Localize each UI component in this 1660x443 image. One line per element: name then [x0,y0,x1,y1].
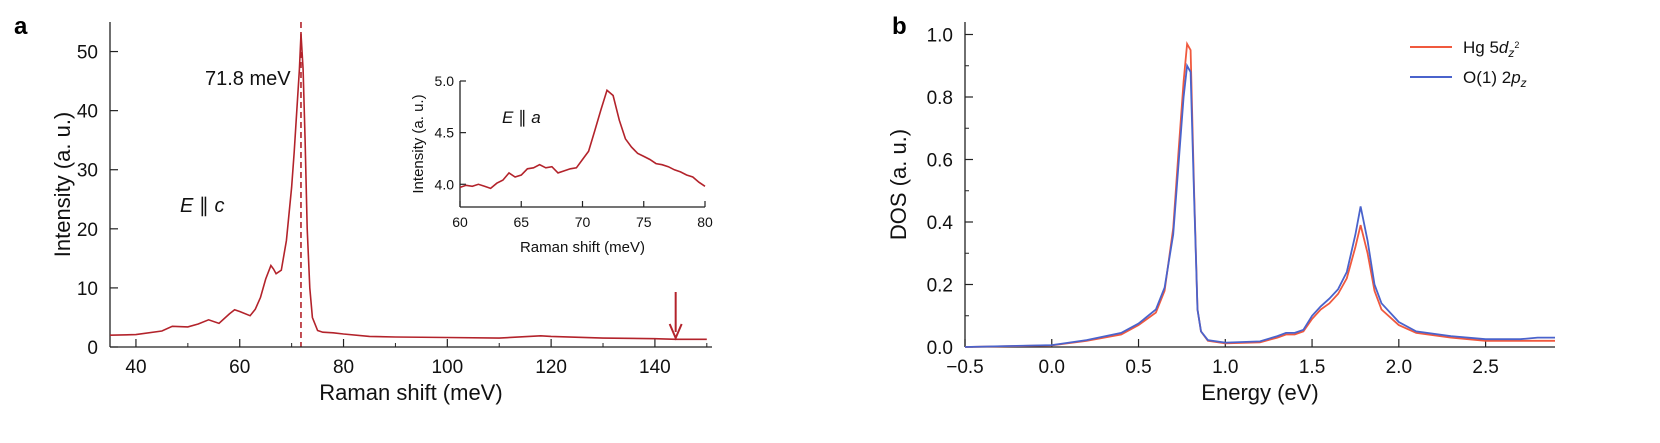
chart-a: 40 60 80 100 120 140 0 10 20 30 40 50 71.8 meV E ∥ … [50,22,712,405]
pol-c-e: E [180,195,194,217]
chart-a-xtick-label: 100 [431,357,463,378]
chart-b-xtick-label: 2.5 [1472,357,1498,378]
chart-a-xlabel: Raman shift (meV) [319,380,502,405]
arrow-head [668,323,683,341]
chart-a-xtick-label: 140 [639,357,671,378]
polarization-annotation-c: E ∥ c [180,195,224,217]
chart-b-xtick-label: 0.5 [1125,357,1151,378]
chart-a-ytick-label: 30 [77,161,98,182]
legend-o-d: p [1510,68,1520,87]
pol-c-sym: ∥ [193,195,214,217]
legend-o-sub: z [1520,76,1527,90]
inset-ylabel: Intensity (a. u.) [410,94,427,193]
chart-b-xtick-label: 1.0 [1212,357,1238,378]
series-line-e-parallel-a [459,88,706,190]
series-line-o1-2pz [964,62,1555,348]
chart-b-ytick-label: 0.8 [927,88,953,109]
chart-b: −0.5 0.0 0.5 1.0 1.5 2.0 2.50.00.20.40.60.81.0… [886,22,1555,405]
arrow-marker [668,292,683,341]
chart-a-ytick-label: 10 [77,279,98,300]
inset-xlabel: Raman shift (meV) [520,239,645,256]
legend: Hg 5dz2 O(1) 2pz [1410,38,1527,90]
inset-xtick-label: 80 [697,214,713,230]
chart-a-ylabel: Intensity (a. u.) [50,112,75,258]
chart-a-axes: 40 60 80 100 120 140 0 10 20 30 40 50 [77,22,712,378]
legend-label-hg: Hg 5dz2 [1463,38,1519,60]
legend-hg-base: Hg 5 [1463,38,1499,57]
pol-a-sym: ∥ [513,108,531,127]
chart-a-inset: 60 65 70 75 80 4.0 4.5 5.0 E ∥ a Intensity (a. … [410,73,713,256]
chart-b-axes: −0.5 0.0 0.5 1.0 1.5 2.0 2.50.00.20.40.60.81.0 [927,22,1555,378]
pol-a-axis: a [531,108,540,127]
inset-xtick-label: 65 [513,214,529,230]
pol-c-axis: c [214,195,224,217]
panel-b-label: b [892,13,907,40]
inset-xtick-label: 70 [575,214,591,230]
legend-hg-d: d [1499,38,1509,57]
legend-label-o: O(1) 2pz [1463,68,1527,90]
panel-a-label: a [14,13,28,40]
legend-hg-sup: 2 [1514,40,1519,50]
chart-a-ytick-label: 0 [87,338,98,359]
series-line-hg-5dz2 [964,40,1555,348]
chart-b-xtick-label: −0.5 [946,357,984,378]
chart-a-xtick-label: 120 [535,357,567,378]
polarization-annotation-a: E ∥ a [502,108,541,127]
inset-ytick-label: 4.5 [435,125,455,141]
chart-b-ylabel: DOS (a. u.) [886,129,911,240]
chart-a-xtick-label: 80 [333,357,354,378]
chart-b-ytick-label: 0.2 [927,276,953,297]
chart-b-xtick-label: 1.5 [1299,357,1325,378]
chart-a-xtick-label: 60 [229,357,250,378]
inset-xtick-label: 60 [452,214,468,230]
inset-ytick-label: 4.0 [435,176,455,192]
chart-b-xtick-label: 0.0 [1039,357,1065,378]
series-line-e-parallel-c [109,33,707,341]
chart-a-xtick-label: 40 [125,357,146,378]
legend-o-base: O(1) 2 [1463,68,1511,87]
chart-b-ytick-label: 0.0 [927,338,953,359]
chart-b-xlabel: Energy (eV) [1201,380,1318,405]
inset-ytick-label: 5.0 [435,73,455,89]
pol-a-e: E [502,108,514,127]
legend-hg-sub: z [1507,46,1514,60]
chart-b-xtick-label: 2.0 [1386,357,1412,378]
inset-axes: 60 65 70 75 80 4.0 4.5 5.0 [435,73,713,230]
inset-xtick-label: 75 [636,214,652,230]
chart-a-ytick-label: 40 [77,102,98,123]
peak-annotation: 71.8 meV [205,68,291,90]
chart-b-ytick-label: 0.4 [927,213,954,234]
chart-a-ytick-label: 50 [77,43,98,64]
chart-a-ytick-label: 20 [77,220,98,241]
chart-b-ytick-label: 0.6 [927,151,953,172]
chart-b-ytick-label: 1.0 [927,26,953,47]
